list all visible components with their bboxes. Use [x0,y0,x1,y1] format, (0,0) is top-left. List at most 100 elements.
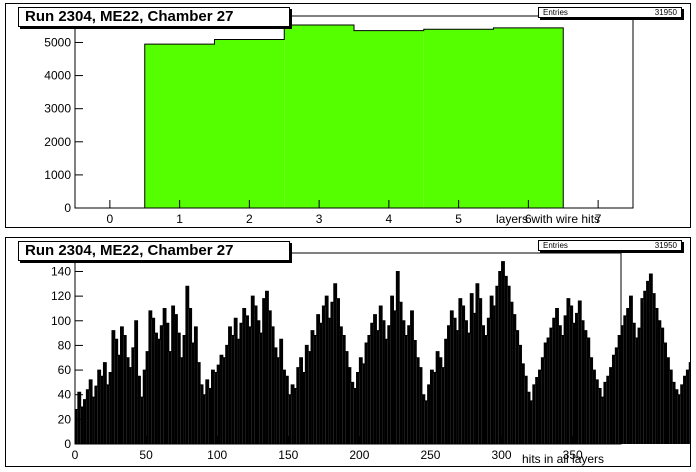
histogram-bar [109,372,112,444]
histogram-bar [268,310,272,444]
histogram-bar [319,323,323,444]
histogram-bar [254,305,257,444]
histogram-bar [453,318,457,444]
histogram-bar [373,314,377,444]
histogram-bar [660,328,664,444]
histogram-bar [424,400,428,444]
histogram-bar [498,271,502,444]
y-tick-label: 5000 [44,35,71,49]
histogram-bar [92,397,95,444]
histogram-bar [603,382,607,444]
x-tick-label: 350 [563,448,583,462]
histogram-bar [404,335,408,444]
histogram-bar [77,392,81,444]
histogram-bar [558,325,562,444]
y-tick-label: 4000 [44,69,71,83]
x-axis-label: hits in all layers [522,452,605,466]
histogram-bar [140,397,144,444]
histogram-bar [423,29,494,208]
histogram-bar [160,325,164,444]
histogram-bar [171,305,175,444]
histogram-bar [353,388,357,444]
x-tick-label: 7 [595,212,602,226]
histogram-bar [524,376,528,444]
histogram-bar [194,326,198,444]
histogram-bar [302,372,306,444]
histogram-bar [618,335,621,444]
histogram-bar [316,314,320,444]
histogram-bar [456,330,459,444]
histogram-bar [296,367,300,444]
histogram-bar [174,314,178,444]
histogram-bar [447,325,451,444]
histogram-bar [185,286,189,444]
histogram-bar [188,308,192,444]
histogram-bar [271,326,275,444]
x-tick-label: 200 [349,448,369,462]
x-tick-label: 5 [455,212,462,226]
histogram-bar [532,384,536,444]
histogram-bar [365,342,368,444]
histogram-bar [490,296,494,444]
histogram-bar [86,389,90,444]
x-axis-label: layers with wire hits [496,212,601,226]
stats-label: Entries [543,241,568,250]
histogram-bar [202,394,206,444]
histogram-bar [484,335,488,444]
histogram-bar [640,298,644,444]
histogram-bar [279,339,283,444]
histogram-outline [74,261,690,444]
y-tick-label: 20 [58,412,72,426]
histogram-bar [284,24,354,209]
x-tick-label: 300 [492,448,512,462]
histogram-bar [675,389,678,444]
histogram-bar [291,384,294,444]
histogram-bar [387,325,391,444]
plot-frame [74,252,622,445]
histogram-bar [470,293,474,444]
histogram-bar [197,362,201,444]
histogram-bar [680,384,684,444]
y-tick-label: 2000 [44,135,71,149]
histogram-bar [354,30,424,208]
histogram-bar [632,323,636,444]
histogram-bar [629,296,633,444]
histogram-bar [225,345,229,444]
histogram-bar [144,44,215,208]
histogram-bar [501,261,505,444]
histogram-bar [621,325,624,444]
histogram-bar [575,313,579,444]
histogram-bar [458,298,462,444]
histogram-bar [461,305,465,444]
histogram-bar [669,370,673,444]
histogram-bar [114,339,118,444]
histogram-bar [183,335,186,444]
histogram-bar [677,394,681,444]
histogram-bar [478,298,482,444]
histogram-bar [544,342,548,444]
histogram-bar [217,365,221,444]
histogram-bar [143,370,147,444]
histogram-bar [265,291,269,444]
histogram-bar [336,298,340,444]
histogram-bar [129,367,132,444]
histogram-bar [177,333,181,444]
histogram-bar [237,339,240,444]
histogram-bar [643,291,647,444]
histogram-bar [416,357,420,444]
histogram-bar [421,394,425,444]
x-tick-label: 100 [207,448,227,462]
histogram-bar [345,351,348,444]
histogram-bar [512,314,516,444]
histogram-bar [407,325,411,444]
x-tick-label: 3 [316,212,323,226]
histogram-bar [83,399,87,444]
histogram-bar [672,382,676,444]
histogram-outline [144,24,564,208]
histogram-bar [328,318,331,444]
histogram-bar [493,27,564,209]
histogram-bar [655,308,658,444]
histogram-bar [322,305,326,444]
histogram-bar [89,379,93,444]
histogram-bar [262,298,266,444]
